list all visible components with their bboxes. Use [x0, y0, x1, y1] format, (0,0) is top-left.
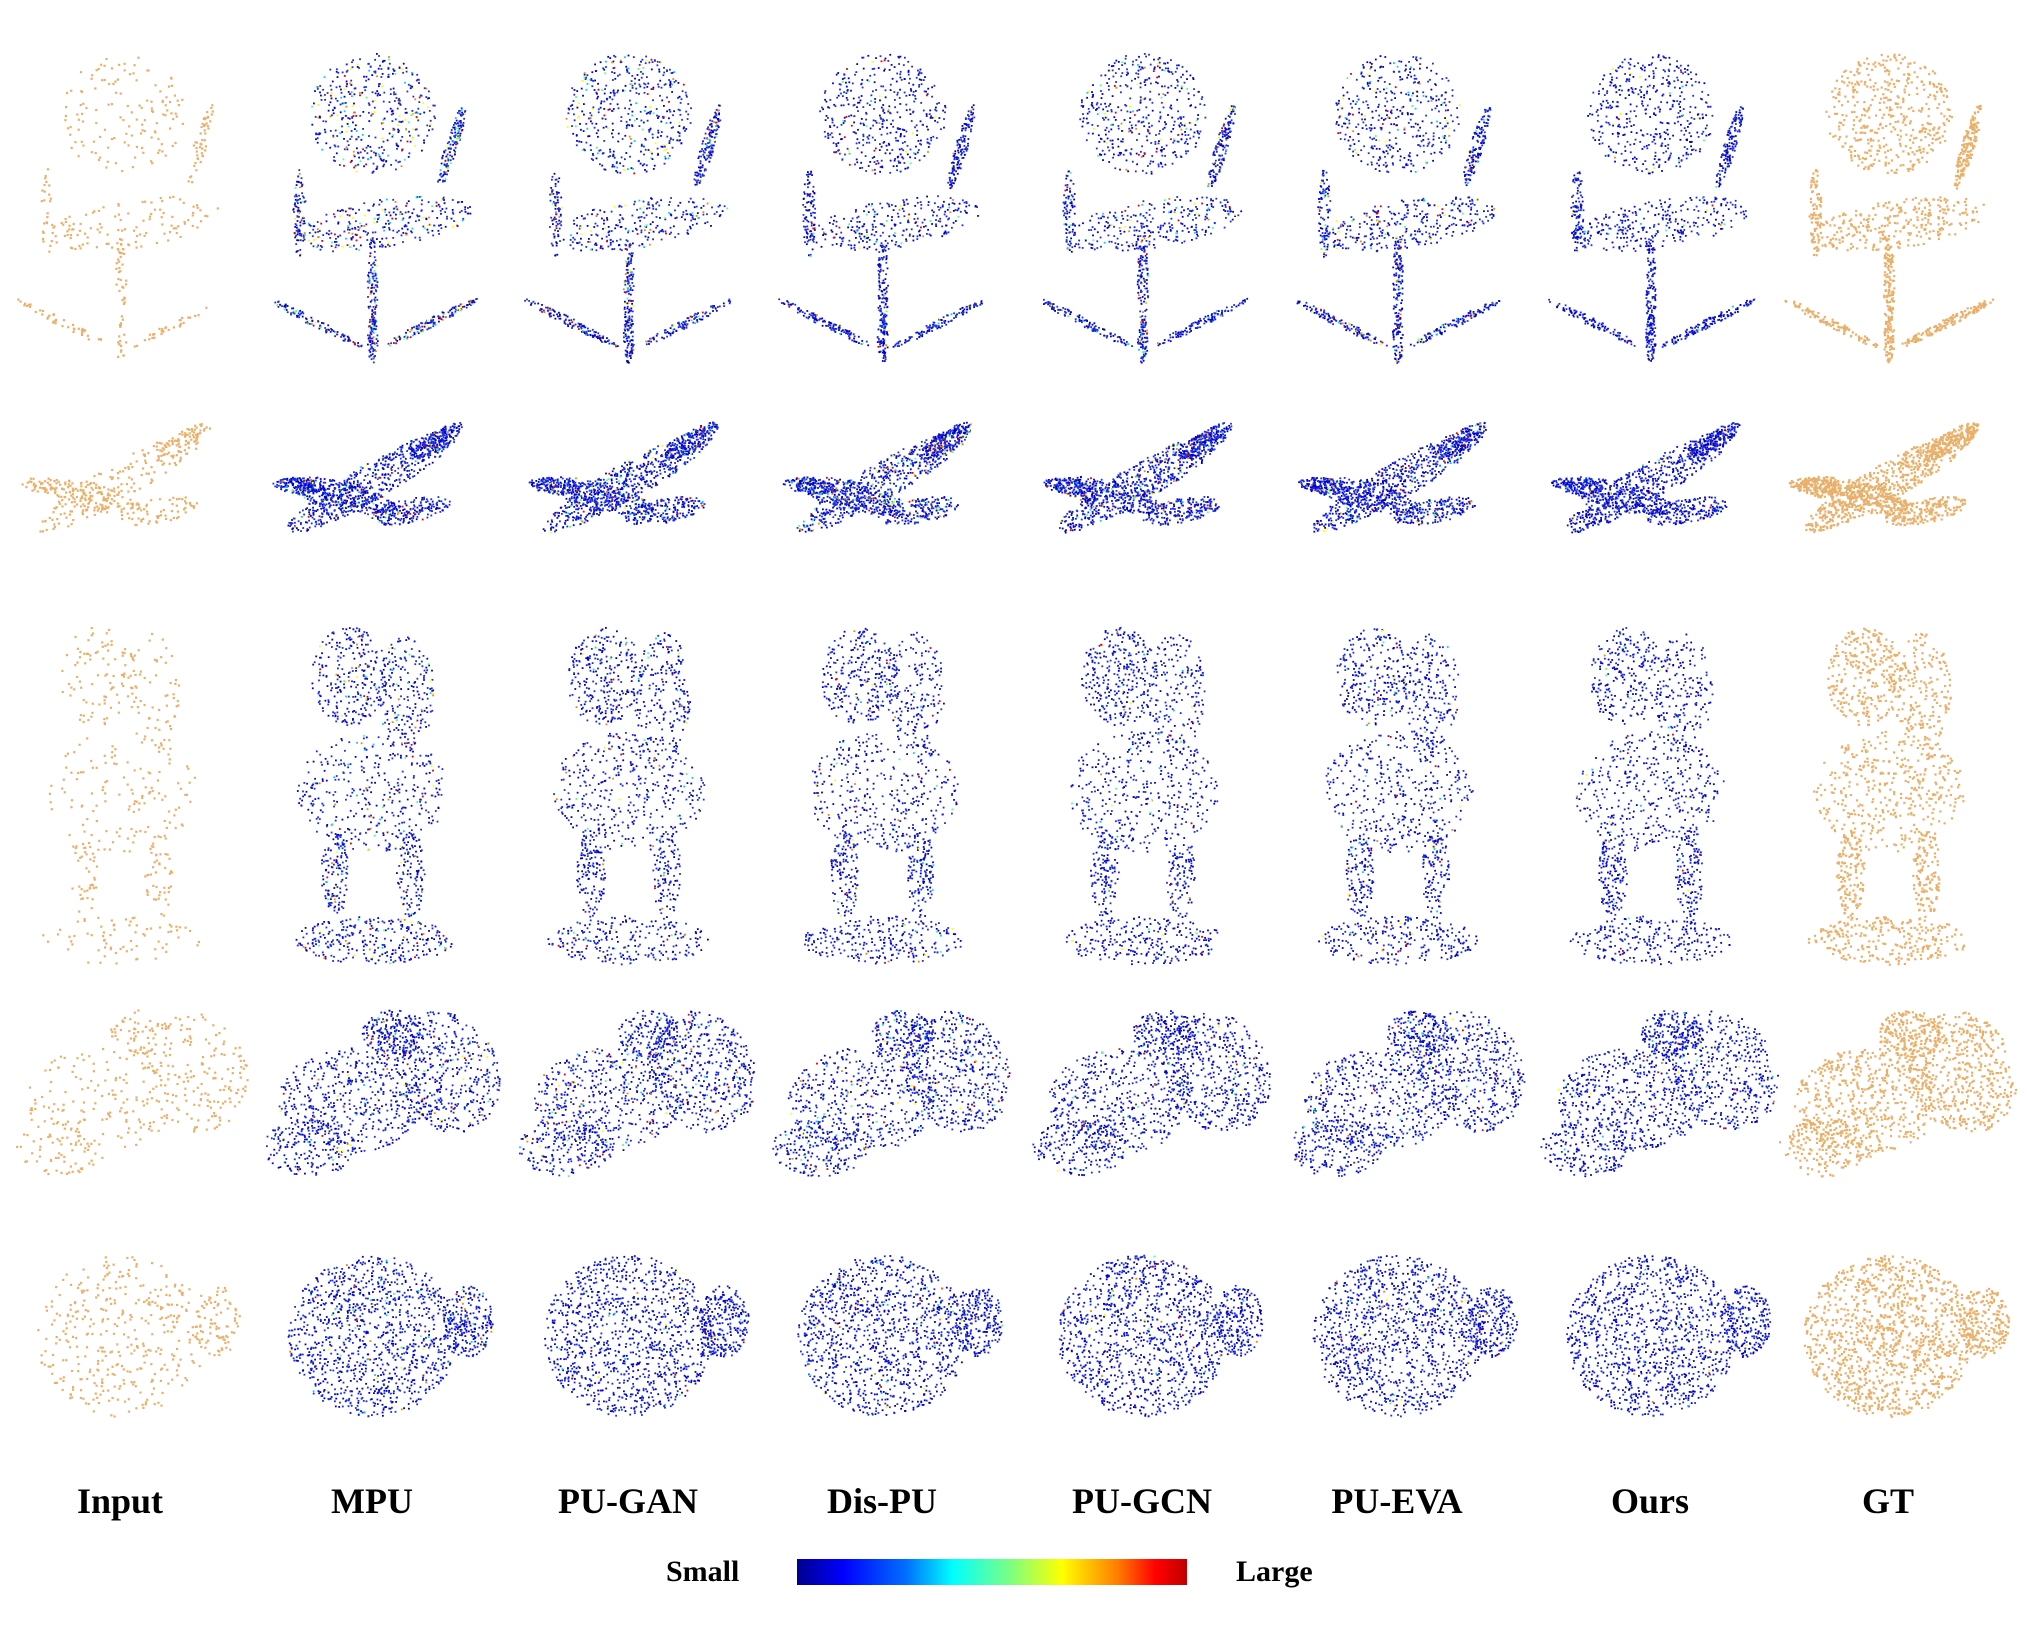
col-label-mpu: MPU: [252, 1480, 492, 1522]
point-cloud-motorbike-pu-gcn: [1032, 1010, 1271, 1177]
error-colorbar: [797, 1559, 1187, 1585]
point-cloud-chair-input: [17, 56, 219, 358]
point-cloud-airplane-pu-gcn: [1043, 422, 1233, 534]
point-cloud-cup-gt: [1803, 1255, 2010, 1418]
col-label-pu-eva: PU-EVA: [1277, 1480, 1517, 1522]
point-cloud-motorbike-mpu: [266, 1009, 501, 1176]
point-cloud-cup-mpu: [287, 1255, 494, 1418]
point-cloud-statue-ours: [1569, 627, 1731, 966]
point-cloud-airplane-input: [21, 423, 212, 533]
point-cloud-cup-dis-pu: [797, 1255, 1004, 1416]
point-cloud-cup-pu-gcn: [1058, 1254, 1264, 1418]
col-label-dis-pu: Dis-PU: [762, 1480, 1002, 1522]
point-cloud-cup-pu-gan: [544, 1255, 750, 1417]
point-cloud-motorbike-pu-gan: [519, 1010, 755, 1177]
point-cloud-airplane-pu-gan: [528, 421, 719, 534]
point-cloud-statue-pu-gcn: [1065, 626, 1219, 966]
col-label-gt: GT: [1768, 1480, 2008, 1522]
point-cloud-motorbike-gt: [1779, 1010, 2018, 1178]
point-cloud-statue-mpu: [295, 627, 453, 965]
point-cloud-chair-gt: [1784, 53, 1995, 364]
point-cloud-airplane-dis-pu: [782, 421, 972, 533]
point-cloud-chair-mpu: [274, 53, 478, 364]
point-cloud-airplane-mpu: [272, 422, 463, 533]
error-legend: Small Large: [0, 1555, 2028, 1595]
col-label-pu-gan: PU-GAN: [508, 1480, 748, 1522]
point-cloud-cup-input: [37, 1256, 241, 1418]
point-cloud-chair-dis-pu: [778, 53, 983, 362]
point-cloud-airplane-pu-eva: [1298, 421, 1487, 533]
col-label-pu-gcn: PU-GCN: [1022, 1480, 1262, 1522]
point-cloud-cup-ours: [1566, 1254, 1772, 1417]
point-cloud-statue-dis-pu: [804, 627, 962, 965]
point-cloud-statue-pu-eva: [1318, 628, 1478, 966]
col-label-input: Input: [0, 1480, 240, 1522]
point-cloud-statue-gt: [1807, 627, 1966, 966]
column-labels: Input MPU PU-GAN Dis-PU PU-GCN PU-EVA Ou…: [0, 1480, 2028, 1540]
point-cloud-motorbike-ours: [1540, 1010, 1779, 1178]
point-cloud-chair-pu-eva: [1296, 55, 1501, 364]
point-cloud-chair-ours: [1548, 54, 1756, 362]
col-label-ours: Ours: [1530, 1480, 1770, 1522]
point-cloud-statue-input: [42, 627, 200, 965]
point-cloud-statue-pu-gan: [547, 627, 709, 966]
point-cloud-cup-pu-eva: [1312, 1255, 1518, 1418]
legend-large-label: Large: [1236, 1555, 1313, 1589]
point-cloud-chair-pu-gan: [524, 54, 731, 364]
point-cloud-airplane-gt: [1788, 422, 1980, 534]
point-cloud-motorbike-pu-eva: [1293, 1010, 1526, 1177]
point-cloud-motorbike-dis-pu: [772, 1010, 1011, 1177]
point-cloud-chair-pu-gcn: [1043, 53, 1249, 364]
point-cloud-motorbike-input: [16, 1009, 249, 1176]
point-cloud-airplane-ours: [1551, 422, 1741, 534]
legend-small-label: Small: [666, 1555, 739, 1589]
